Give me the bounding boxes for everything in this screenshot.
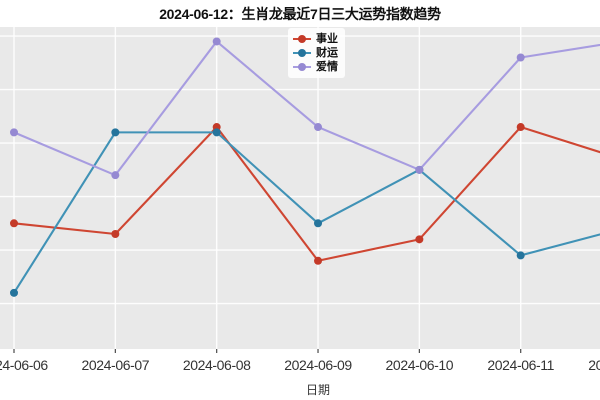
x-tick-label: 2024-06-06 [0, 357, 48, 373]
love-point-2024-06-08 [212, 37, 221, 46]
x-tick-label: 2024-06-08 [182, 357, 251, 373]
wealth-legend-marker-icon [293, 48, 311, 58]
love-point-2024-06-10 [415, 165, 424, 174]
legend-item-love: 爱情 [293, 60, 338, 74]
career-point-2024-06-11 [516, 123, 525, 132]
legend-item-career: 事业 [293, 32, 338, 46]
wealth-point-2024-06-08 [212, 128, 221, 137]
wealth-line [13, 131, 600, 294]
wealth-point-2024-06-07 [111, 128, 120, 137]
legend-label: 事业 [316, 33, 338, 45]
legend-label: 财运 [316, 47, 338, 59]
legend-box: 事业 财运 爱情 [288, 28, 345, 78]
x-tick-label: 2024-06-10 [385, 357, 454, 373]
legend-label: 爱情 [316, 61, 338, 73]
love-legend-marker-icon [293, 62, 311, 72]
career-line [13, 125, 600, 262]
x-tick-label: 2024-06-12 [588, 357, 600, 373]
career-point-2024-06-06 [10, 219, 18, 228]
career-legend-marker-icon [293, 34, 311, 44]
chart-title: 2024-06-12：生肖龙最近7日三大运势指数趋势 [159, 6, 441, 22]
x-tick-label: 2024-06-09 [284, 357, 352, 373]
wealth-point-2024-06-06 [10, 288, 18, 297]
love-point-2024-06-09 [314, 123, 323, 132]
love-point-2024-06-06 [10, 128, 18, 137]
love-point-2024-06-11 [516, 53, 525, 62]
career-point-2024-06-09 [314, 256, 323, 265]
wealth-point-2024-06-09 [314, 219, 323, 228]
x-tick-label: 2024-06-11 [487, 357, 554, 373]
wealth-point-2024-06-11 [516, 251, 525, 260]
career-point-2024-06-07 [111, 230, 120, 238]
career-point-2024-06-10 [415, 235, 424, 244]
love-point-2024-06-07 [111, 171, 120, 180]
x-axis-title: 日期 [306, 383, 331, 397]
legend-item-wealth: 财运 [293, 46, 338, 60]
x-tick-label: 2024-06-07 [81, 357, 150, 373]
